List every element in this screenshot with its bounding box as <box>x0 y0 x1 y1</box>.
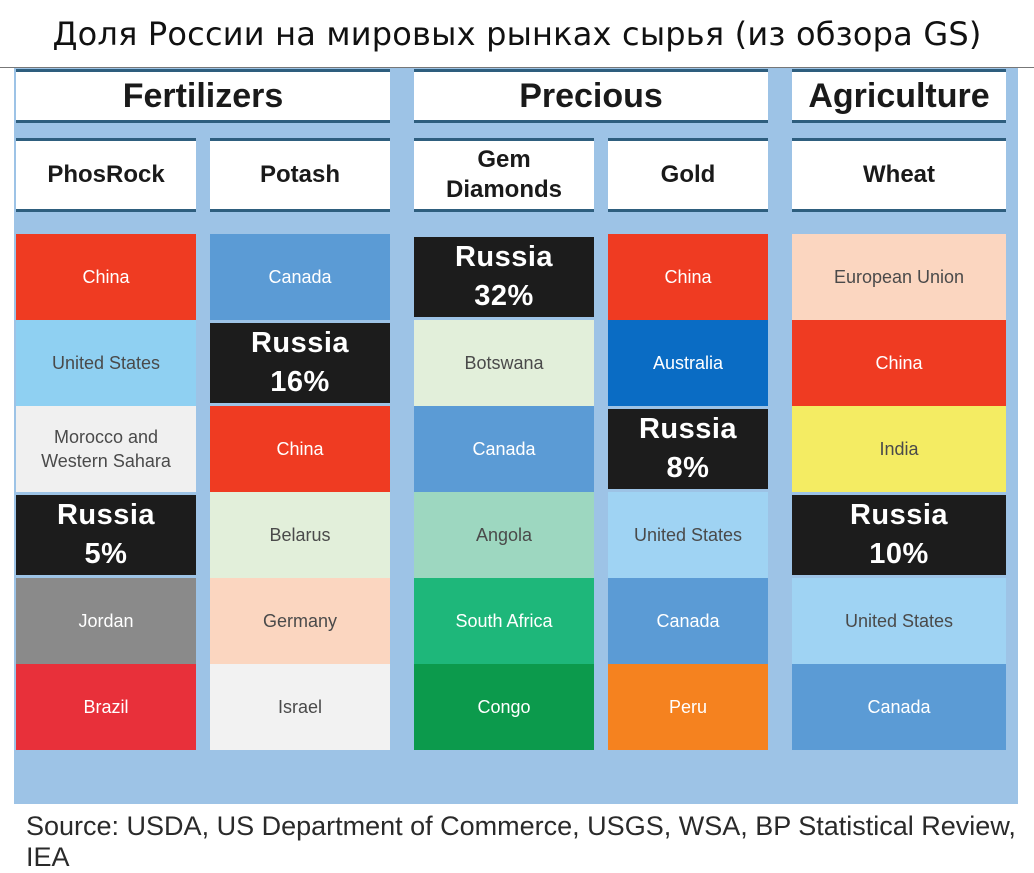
producer-cell-china: China <box>608 234 768 320</box>
producer-cell-south-africa: South Africa <box>414 578 594 664</box>
producer-cell-canada: Canada <box>414 406 594 492</box>
producer-cell-russia: Russia 16% <box>210 323 390 403</box>
producer-cell-russia: Russia 5% <box>16 495 196 575</box>
column-header-wheat: Wheat <box>792 141 1006 209</box>
column-rule-top <box>210 138 390 141</box>
group-rule-top <box>792 69 1006 72</box>
column-rule-top <box>414 138 594 141</box>
producer-cell-united-states: United States <box>608 492 768 578</box>
group-rule-bottom <box>414 120 768 123</box>
source-note: Source: USDA, US Department of Commerce,… <box>14 811 1018 872</box>
column-header-gem-diamonds: Gem Diamonds <box>414 141 594 209</box>
producer-cell-australia: Australia <box>608 320 768 406</box>
producer-cell-canada: Canada <box>792 664 1006 750</box>
producer-cell-european-union: European Union <box>792 234 1006 320</box>
column-header-phosrock: PhosRock <box>16 141 196 209</box>
group-rule-top <box>16 69 390 72</box>
producer-cell-china: China <box>16 234 196 320</box>
producer-cell-belarus: Belarus <box>210 492 390 578</box>
group-rule-bottom <box>792 120 1006 123</box>
producer-cell-germany: Germany <box>210 578 390 664</box>
title-bar: Доля России на мировых рынках сырья (из … <box>0 0 1034 68</box>
producer-cell-canada: Canada <box>608 578 768 664</box>
column-rule-bottom <box>792 209 1006 212</box>
column-rule-bottom <box>16 209 196 212</box>
producer-cell-china: China <box>210 406 390 492</box>
page-title: Доля России на мировых рынках сырья (из … <box>52 14 982 53</box>
producer-cell-jordan: Jordan <box>16 578 196 664</box>
column-rule-bottom <box>608 209 768 212</box>
producer-cell-congo: Congo <box>414 664 594 750</box>
producer-cell-russia: Russia 32% <box>414 237 594 317</box>
producer-cell-morocco-and: Morocco and Western Sahara <box>16 406 196 492</box>
producer-cell-botswana: Botswana <box>414 320 594 406</box>
producer-cell-united-states: United States <box>16 320 196 406</box>
column-rule-top <box>792 138 1006 141</box>
producer-cell-canada: Canada <box>210 234 390 320</box>
column-rule-top <box>16 138 196 141</box>
producer-cell-united-states: United States <box>792 578 1006 664</box>
group-label-precious: Precious <box>414 72 768 120</box>
column-rule-top <box>608 138 768 141</box>
group-rule-bottom <box>16 120 390 123</box>
producer-cell-angola: Angola <box>414 492 594 578</box>
group-label-agriculture: Agriculture <box>792 72 1006 120</box>
producer-cell-brazil: Brazil <box>16 664 196 750</box>
producer-cell-china: China <box>792 320 1006 406</box>
group-label-fertilizers: Fertilizers <box>16 72 390 120</box>
column-header-gold: Gold <box>608 141 768 209</box>
commodity-chart: Source: USDA, US Department of Commerce,… <box>14 68 1018 872</box>
producer-cell-india: India <box>792 406 1006 492</box>
column-header-potash: Potash <box>210 141 390 209</box>
producer-cell-russia: Russia 10% <box>792 495 1006 575</box>
column-rule-bottom <box>210 209 390 212</box>
producer-cell-russia: Russia 8% <box>608 409 768 489</box>
producer-cell-peru: Peru <box>608 664 768 750</box>
producer-cell-israel: Israel <box>210 664 390 750</box>
column-rule-bottom <box>414 209 594 212</box>
group-rule-top <box>414 69 768 72</box>
